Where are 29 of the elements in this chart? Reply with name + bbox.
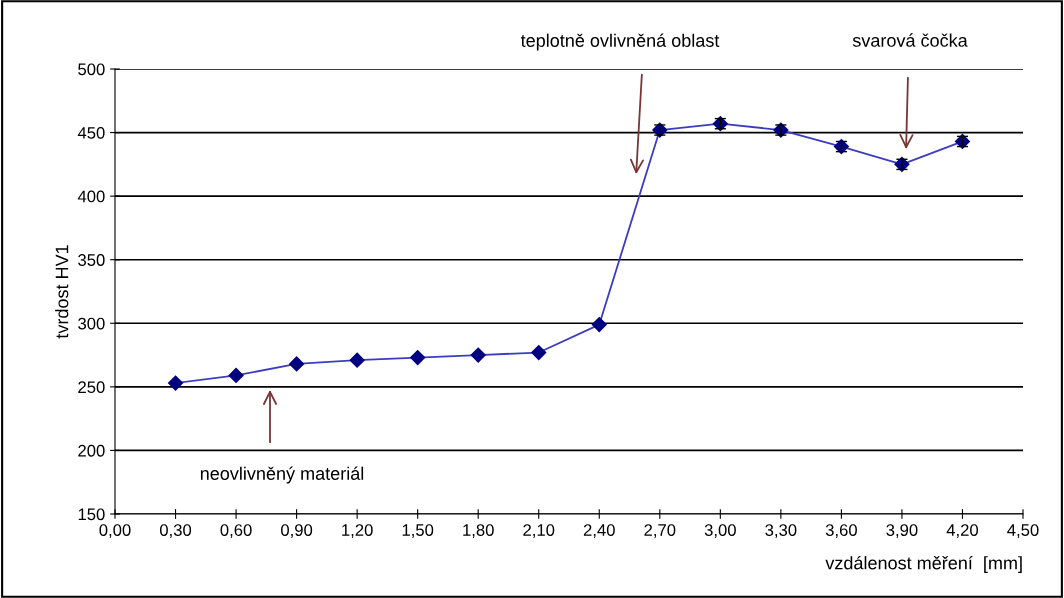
x-tick-label: 4,20 — [946, 524, 979, 538]
x-tick-label: 1,50 — [402, 524, 434, 538]
y-tick-label: 200 — [78, 444, 105, 457]
x-tick-label: 0,90 — [281, 524, 313, 538]
y-tick-label: 500 — [78, 63, 105, 76]
x-tick-label: 2,70 — [644, 524, 676, 538]
x-tick-label: 4,50 — [1007, 524, 1039, 538]
text: teplotně ovlivněná oblast — [520, 33, 720, 51]
x-tick-label: 3,60 — [825, 524, 857, 538]
x-tick-label: 2,10 — [523, 524, 555, 538]
annotation: neovlivněný materiál — [200, 466, 364, 484]
y-axis-title: tvrdost HV1 — [55, 245, 69, 339]
text: svarová čočka — [852, 33, 968, 47]
x-tick-label: 0,60 — [220, 524, 252, 538]
x-tick-label: 3,30 — [765, 524, 797, 538]
y-tick-label: 150 — [78, 508, 105, 521]
x-tick-label: 1,20 — [342, 524, 373, 538]
y-tick-label: 300 — [78, 317, 105, 330]
y-tick-label: 250 — [78, 381, 105, 394]
y-tick-label: 450 — [77, 126, 105, 139]
x-tick-label: 3,00 — [704, 524, 736, 538]
y-tick-label: 350 — [78, 254, 105, 266]
x-tick-label: 2,40 — [583, 524, 615, 538]
y-tick-label: 400 — [77, 190, 105, 203]
x-tick-label: 0,00 — [99, 524, 131, 538]
x-axis-title: vzdálenost měření [mm] — [825, 555, 1022, 573]
x-tick-label: 0,30 — [159, 524, 192, 538]
x-tick-label: 3,90 — [886, 524, 918, 538]
x-tick-label: 1,80 — [463, 524, 494, 538]
